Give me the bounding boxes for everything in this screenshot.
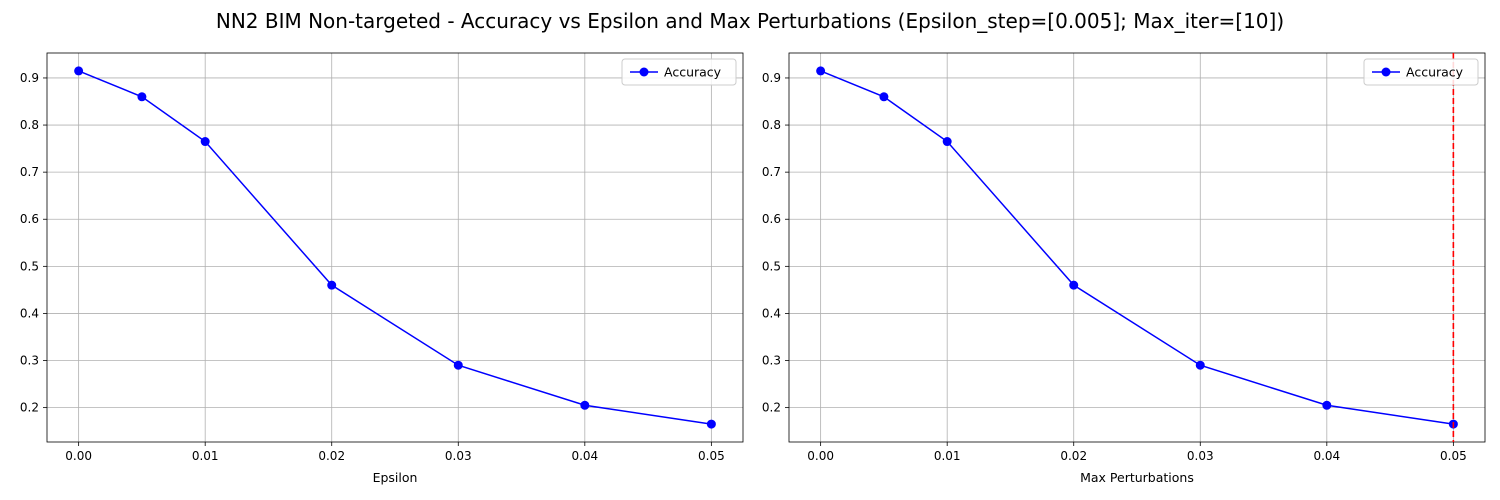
y-tick-label: 0.2 (20, 401, 39, 415)
legend-box (621, 58, 737, 86)
data-point (137, 92, 147, 102)
y-tick-label: 0.4 (762, 306, 781, 320)
data-point (580, 400, 590, 410)
y-tick-label: 0.4 (20, 306, 39, 320)
legend-box (1363, 58, 1479, 86)
legend-marker-swatch (1381, 67, 1391, 77)
y-tick-label: 0.2 (762, 401, 781, 415)
chart-panel-max-perturbations: 0.00 0.01 0.02 0.03 0.04 0.05 0.2 0.3 0.4 0.5 0.6 0… (762, 52, 1486, 485)
x-tick-label: 0.05 (1440, 449, 1467, 463)
x-axis-label: Max Perturbations (1080, 470, 1194, 485)
legend: Accuracy (1363, 58, 1479, 86)
x-tick-label: 0.01 (192, 449, 219, 463)
data-point (942, 137, 952, 147)
x-tick-label: 0.02 (1060, 449, 1087, 463)
x-tick-label: 0.03 (445, 449, 472, 463)
y-tick-label: 0.9 (20, 71, 39, 85)
y-tick-label: 0.3 (20, 354, 39, 368)
y-tick-label: 0.8 (762, 118, 781, 132)
legend-label: Accuracy (664, 65, 722, 80)
legend: Accuracy (621, 58, 737, 86)
y-tick-label: 0.5 (20, 259, 39, 273)
data-point (74, 66, 84, 76)
x-tick-label: 0.01 (934, 449, 961, 463)
data-point (327, 280, 337, 290)
x-tick-label: 0.04 (571, 449, 598, 463)
x-axis-label: Epsilon (373, 470, 418, 485)
x-tick-label: 0.05 (698, 449, 725, 463)
legend-label: Accuracy (1406, 65, 1464, 80)
y-tick-label: 0.7 (20, 165, 39, 179)
y-tick-label: 0.9 (762, 71, 781, 85)
x-tick-label: 0.02 (318, 449, 345, 463)
data-point (816, 66, 826, 76)
legend-marker-swatch (639, 67, 649, 77)
x-tick-label: 0.00 (65, 449, 92, 463)
data-point (879, 92, 889, 102)
axes-frame (46, 52, 744, 443)
data-point (453, 360, 463, 370)
y-tick-label: 0.6 (762, 212, 781, 226)
x-tick-label: 0.04 (1313, 449, 1340, 463)
y-tick-label: 0.7 (762, 165, 781, 179)
y-tick-label: 0.5 (762, 259, 781, 273)
data-point (1322, 400, 1332, 410)
y-tick-label: 0.3 (762, 354, 781, 368)
data-point (706, 419, 716, 429)
data-point (1069, 280, 1079, 290)
y-tick-label: 0.8 (20, 118, 39, 132)
data-point (1195, 360, 1205, 370)
y-tick-label: 0.6 (20, 212, 39, 226)
figure-title: NN2 BIM Non-targeted - Accuracy vs Epsil… (216, 9, 1284, 33)
data-point (200, 137, 210, 147)
chart-panel-epsilon: 0.00 0.01 0.02 0.03 0.04 0.05 0.2 0.3 0.4 0.5 0.6 0… (20, 52, 744, 485)
axes-frame (788, 52, 1486, 443)
x-tick-label: 0.03 (1187, 449, 1214, 463)
x-tick-label: 0.00 (807, 449, 834, 463)
